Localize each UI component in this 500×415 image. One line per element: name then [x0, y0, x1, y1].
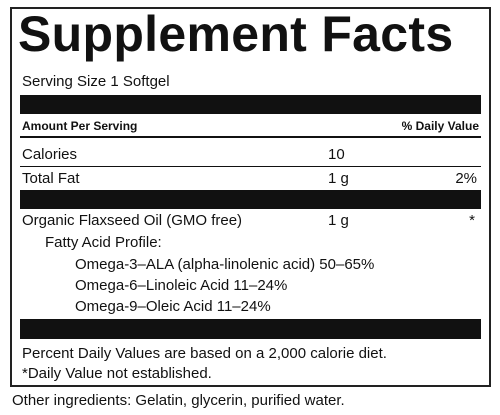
row-amount: 1 g [328, 212, 349, 229]
column-header: Amount Per Serving [22, 119, 138, 133]
rule [20, 136, 481, 138]
footnote: *Daily Value not established. [22, 365, 212, 382]
thick-bar [20, 190, 481, 209]
row-name: Total Fat [22, 170, 80, 187]
facts-panel: Supplement Facts Serving Size 1 Softgel … [10, 6, 491, 387]
thick-bar [20, 319, 481, 339]
column-header: % Daily Value [401, 119, 479, 133]
serving-size: Serving Size 1 Softgel [22, 73, 170, 90]
row-amount: 10 [328, 146, 345, 163]
thick-bar [20, 95, 481, 114]
row-daily-value: * [469, 212, 475, 229]
profile-item: Omega-6–Linoleic Acid 11–24% [75, 277, 288, 294]
profile-title: Fatty Acid Profile: [45, 234, 162, 251]
other-ingredients: Other ingredients: Gelatin, glycerin, pu… [12, 392, 345, 409]
row-daily-value: 2% [455, 170, 477, 187]
title: Supplement Facts [18, 6, 454, 62]
rule [20, 166, 481, 167]
row-name: Organic Flaxseed Oil (GMO free) [22, 212, 243, 229]
footnote: Percent Daily Values are based on a 2,00… [22, 345, 387, 362]
profile-item: Omega-3–ALA (alpha-linolenic acid) 50–65… [75, 256, 375, 273]
row-amount: 1 g [328, 170, 349, 187]
profile-item: Omega-9–Oleic Acid 11–24% [75, 298, 271, 315]
row-name: Calories [22, 146, 78, 163]
